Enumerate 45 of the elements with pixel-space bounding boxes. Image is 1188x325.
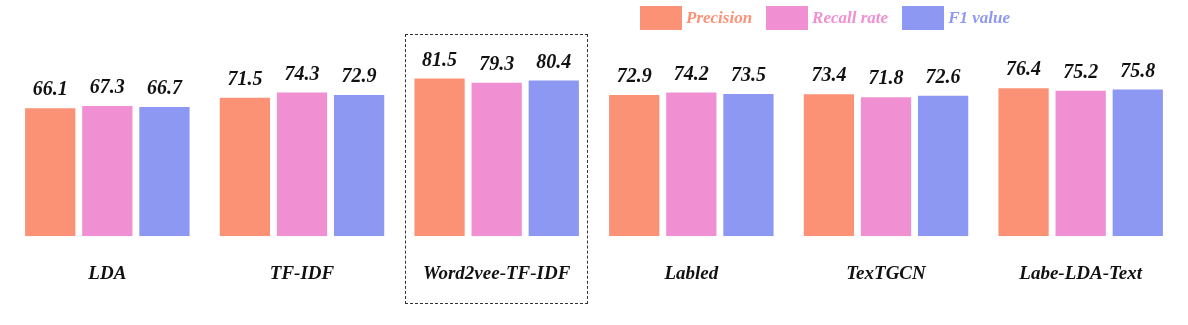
legend-label: Precision xyxy=(686,8,753,28)
bar xyxy=(1112,89,1163,237)
data-label: 81.5 xyxy=(422,47,458,70)
bar xyxy=(333,95,385,237)
data-label: 66.7 xyxy=(146,76,183,99)
x-tick-label: Labled xyxy=(663,261,719,283)
bar xyxy=(998,88,1049,237)
x-tick-label: Labe-LDA-Text xyxy=(1018,261,1143,283)
bar xyxy=(82,105,133,237)
bar xyxy=(860,97,912,237)
legend-label: F1 value xyxy=(948,8,1010,28)
data-label: 72.9 xyxy=(616,64,652,87)
bar xyxy=(139,107,190,237)
bar xyxy=(803,94,855,237)
data-label: 75.2 xyxy=(1063,59,1099,82)
bar xyxy=(528,80,579,237)
data-label: 72.9 xyxy=(341,64,377,87)
data-label: 67.3 xyxy=(89,75,125,98)
bar xyxy=(666,92,717,237)
data-label: 74.3 xyxy=(284,61,320,84)
bar xyxy=(609,95,660,237)
data-label: 66.1 xyxy=(32,77,68,100)
x-tick-label: LDA xyxy=(87,261,127,283)
bar xyxy=(723,93,774,237)
data-label: 79.3 xyxy=(479,51,515,74)
bar xyxy=(25,108,76,237)
data-label: 71.5 xyxy=(227,66,263,89)
x-tick-label: TF-IDF xyxy=(269,261,335,283)
data-label: 76.4 xyxy=(1006,57,1042,80)
data-label: 71.8 xyxy=(868,66,904,89)
x-tick-label: TexTGCN xyxy=(846,261,928,283)
bar xyxy=(471,82,522,237)
data-label: 72.6 xyxy=(925,64,961,87)
bar xyxy=(219,97,271,237)
bar xyxy=(1055,90,1106,237)
data-label: 73.4 xyxy=(811,63,847,86)
data-label: 80.4 xyxy=(536,49,572,72)
bar xyxy=(414,78,465,237)
legend-label: Recall rate xyxy=(812,8,889,28)
data-label: 75.8 xyxy=(1120,58,1156,81)
data-label: 74.2 xyxy=(673,61,709,84)
data-label: 73.5 xyxy=(730,63,766,86)
bar xyxy=(276,92,328,237)
bar xyxy=(917,95,969,237)
x-tick-label: Word2vee-TF-IDF xyxy=(422,261,571,283)
